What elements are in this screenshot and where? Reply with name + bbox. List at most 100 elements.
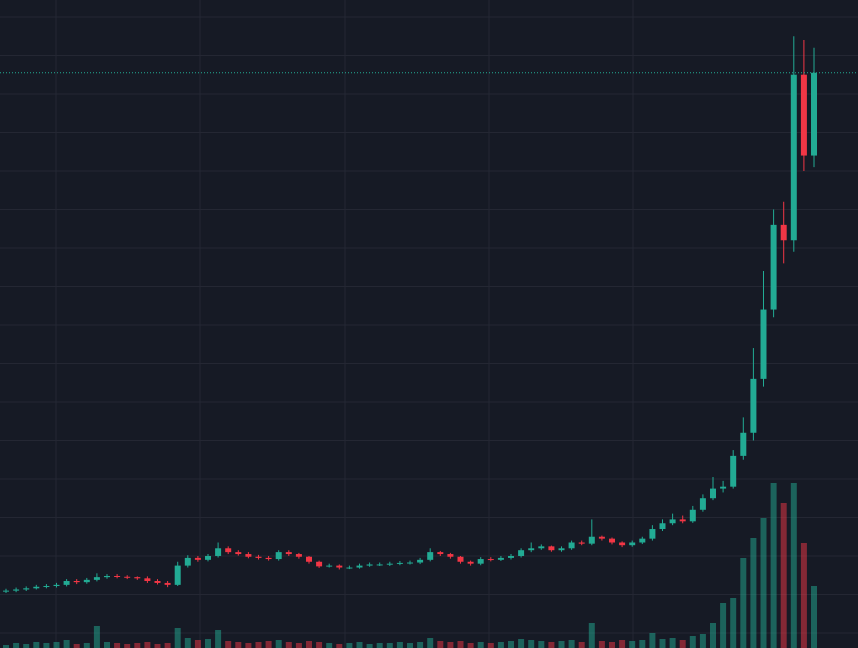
volume-bar — [164, 643, 171, 648]
volume-bar — [588, 623, 595, 648]
volume-bar — [780, 503, 787, 648]
volume-bar — [366, 644, 373, 648]
volume-bar — [23, 644, 30, 648]
candle-body — [114, 576, 121, 577]
candle-body — [23, 588, 30, 590]
candle-body — [104, 576, 110, 578]
volume-bar — [316, 642, 323, 648]
volume-bar — [609, 642, 615, 648]
candle-body — [447, 554, 454, 557]
candle-body — [215, 548, 222, 556]
candle-body — [144, 578, 151, 582]
candle-body — [477, 559, 484, 564]
volume-bar — [33, 642, 40, 648]
volume-bar — [285, 642, 292, 648]
candle-body — [730, 455, 737, 487]
candle-body — [63, 581, 70, 585]
volume-bar — [548, 642, 555, 648]
candle-body — [164, 582, 171, 585]
volume-bar — [275, 640, 282, 648]
candle-body — [93, 577, 100, 580]
volume-bar — [568, 640, 575, 648]
volume-bar — [174, 628, 181, 648]
candle-body — [285, 552, 292, 555]
candle-body — [710, 488, 716, 499]
volume-bar — [184, 638, 191, 648]
candle-body — [609, 538, 615, 543]
candle-body — [750, 378, 757, 433]
candle-body — [467, 561, 474, 564]
volume-bar — [43, 643, 50, 648]
candle-body — [53, 584, 60, 587]
volume-bar — [427, 638, 434, 648]
volume-bar — [740, 558, 747, 648]
volume-bar — [194, 640, 201, 648]
candle-body — [265, 557, 272, 560]
volume-bar — [306, 641, 312, 648]
candle-body — [235, 552, 242, 555]
volume-bar — [295, 643, 302, 648]
candle-body — [275, 552, 282, 560]
volume-bar — [407, 643, 413, 648]
candle-body — [184, 557, 191, 566]
candle-body — [356, 565, 363, 568]
candle-body — [73, 581, 80, 583]
volume-bar — [63, 640, 70, 648]
volume-bar — [215, 630, 222, 648]
volume-bar — [417, 642, 424, 648]
volume-bar — [326, 643, 333, 648]
volume-bar — [487, 643, 494, 648]
volume-bar — [235, 642, 242, 648]
candle-body — [689, 509, 696, 522]
candle-body — [780, 224, 787, 241]
candle-body — [295, 554, 302, 557]
candle-body — [427, 552, 434, 560]
candle-body — [83, 579, 90, 583]
volume-bar — [659, 639, 666, 648]
candle-body — [538, 546, 545, 549]
volume-bar — [538, 641, 545, 648]
vertical-grid — [55, 0, 634, 648]
volume-bar — [265, 641, 272, 648]
volume-bar — [124, 644, 131, 648]
candle-body — [33, 586, 40, 589]
candle-body — [699, 498, 706, 510]
volume-bar — [639, 640, 646, 648]
candle-body — [508, 555, 514, 558]
volume-bar — [518, 639, 525, 648]
volume-bar — [649, 633, 656, 648]
volume-bar — [346, 643, 353, 648]
volume-bar — [790, 483, 797, 648]
volume-bar — [578, 642, 585, 648]
volume-bar — [83, 643, 90, 648]
candle-body — [497, 557, 504, 560]
volume-bar — [255, 642, 262, 648]
candle-body — [811, 72, 817, 156]
candle-body — [205, 555, 211, 560]
candle-body — [174, 565, 181, 585]
candle-body — [588, 536, 595, 544]
volume-bar — [336, 644, 343, 648]
volume-bar — [437, 641, 444, 648]
candle-body — [386, 563, 393, 565]
volume-bar — [497, 642, 504, 648]
volume-bar — [53, 642, 60, 648]
volume-bar — [144, 642, 151, 648]
candle-body — [3, 590, 9, 592]
volume-bar — [356, 642, 363, 648]
candle-body — [518, 550, 525, 556]
volume-bar — [750, 538, 757, 648]
volume-bar — [93, 626, 100, 648]
candle-body — [366, 564, 373, 566]
volume-bar — [760, 518, 767, 648]
candle-body — [437, 552, 444, 555]
candle-body — [134, 577, 141, 579]
volume-bar — [467, 643, 474, 648]
candle-body — [629, 542, 636, 546]
volume-bar — [679, 640, 686, 648]
candle-body — [720, 486, 727, 489]
candle-body — [568, 542, 575, 549]
volume-bar — [3, 645, 9, 648]
candle-body — [407, 562, 413, 564]
candle-body — [124, 576, 131, 578]
